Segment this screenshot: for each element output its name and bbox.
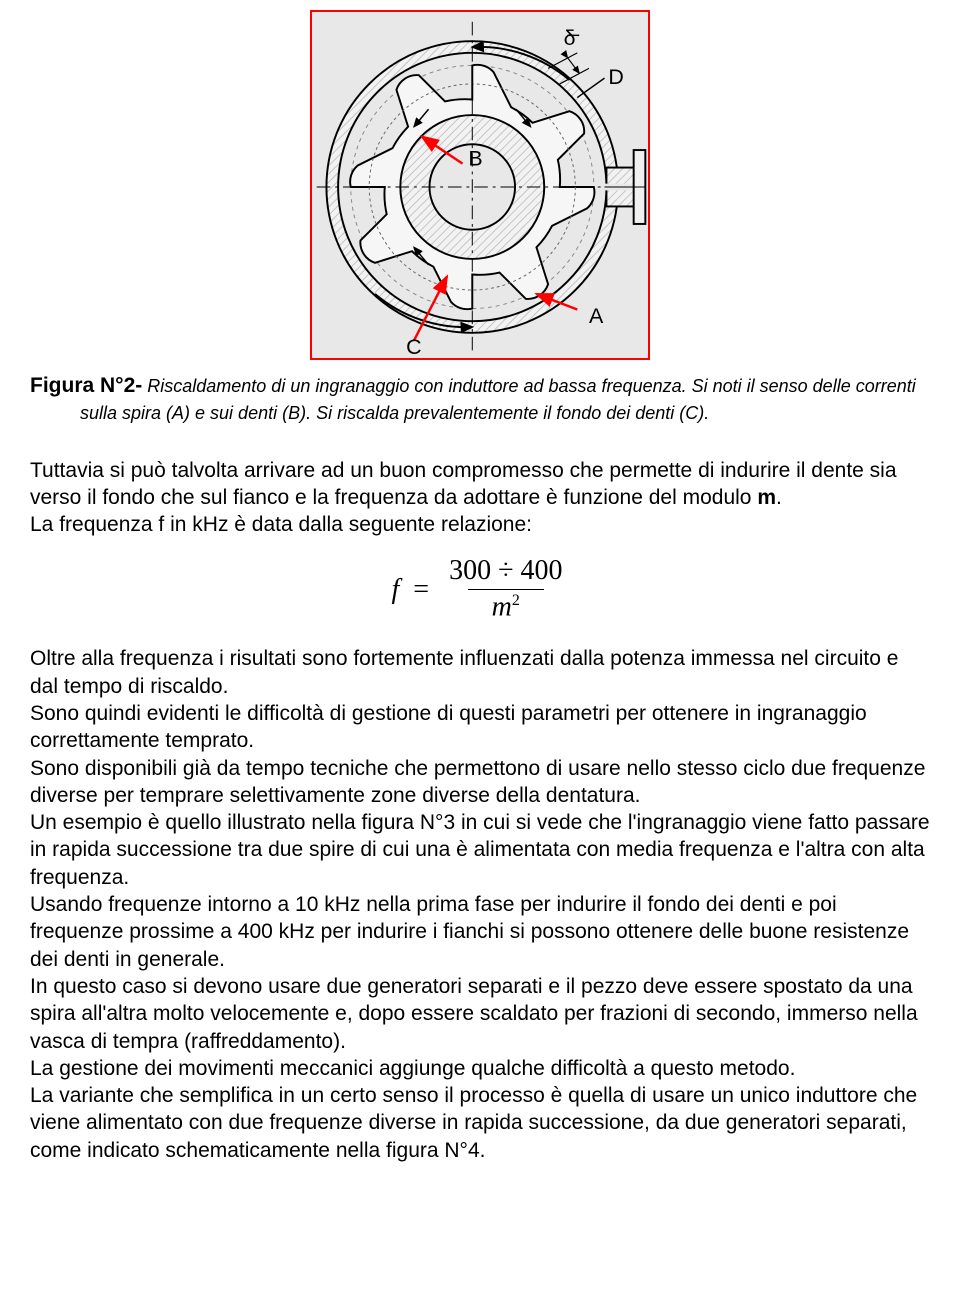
formula-numerator: 300 ÷ 400 xyxy=(443,556,568,589)
formula-lhs: f xyxy=(392,572,400,608)
paragraph-5: Sono disponibili già da tempo tecniche c… xyxy=(30,755,930,810)
label-delta: δ xyxy=(564,26,576,50)
formula-den-exp: 2 xyxy=(512,592,520,609)
figure-2-diagram: A B C D δ xyxy=(310,10,650,360)
formula-denominator: m2 xyxy=(468,589,544,623)
paragraph-3: Oltre alla frequenza i risultati sono fo… xyxy=(30,645,930,700)
formula-equals: = xyxy=(413,572,429,608)
caption-title: Figura N°2- xyxy=(30,374,142,397)
formula: f = 300 ÷ 400 m2 xyxy=(30,556,930,623)
label-C: C xyxy=(406,335,421,359)
body-text: Tuttavia si può talvolta arrivare ad un … xyxy=(30,457,930,1164)
gear-inductor-diagram: A B C D δ xyxy=(312,12,652,362)
formula-fraction: 300 ÷ 400 m2 xyxy=(443,556,568,623)
paragraph-7: Usando frequenze intorno a 10 kHz nella … xyxy=(30,891,930,973)
figure-container: A B C D δ xyxy=(30,0,930,360)
paragraph-2: La frequenza f in kHz è data dalla segue… xyxy=(30,511,930,538)
paragraph-10: La variante che semplifica in un certo s… xyxy=(30,1082,930,1164)
paragraph-1: Tuttavia si può talvolta arrivare ad un … xyxy=(30,457,930,512)
p1-bold-m: m xyxy=(757,486,776,509)
formula-den-var: m xyxy=(492,592,512,623)
paragraph-9: La gestione dei movimenti meccanici aggi… xyxy=(30,1055,930,1082)
paragraph-8: In questo caso si devono usare due gener… xyxy=(30,973,930,1055)
caption-text: Riscaldamento di un ingranaggio con indu… xyxy=(80,376,916,423)
label-D: D xyxy=(608,65,623,89)
label-B: B xyxy=(468,147,482,171)
figure-caption: Figura N°2- Riscaldamento di un ingranag… xyxy=(30,372,930,427)
label-A: A xyxy=(589,304,604,328)
paragraph-6: Un esempio è quello illustrato nella fig… xyxy=(30,809,930,891)
p1-text-c: . xyxy=(776,486,782,509)
paragraph-4: Sono quindi evidenti le difficoltà di ge… xyxy=(30,700,930,755)
